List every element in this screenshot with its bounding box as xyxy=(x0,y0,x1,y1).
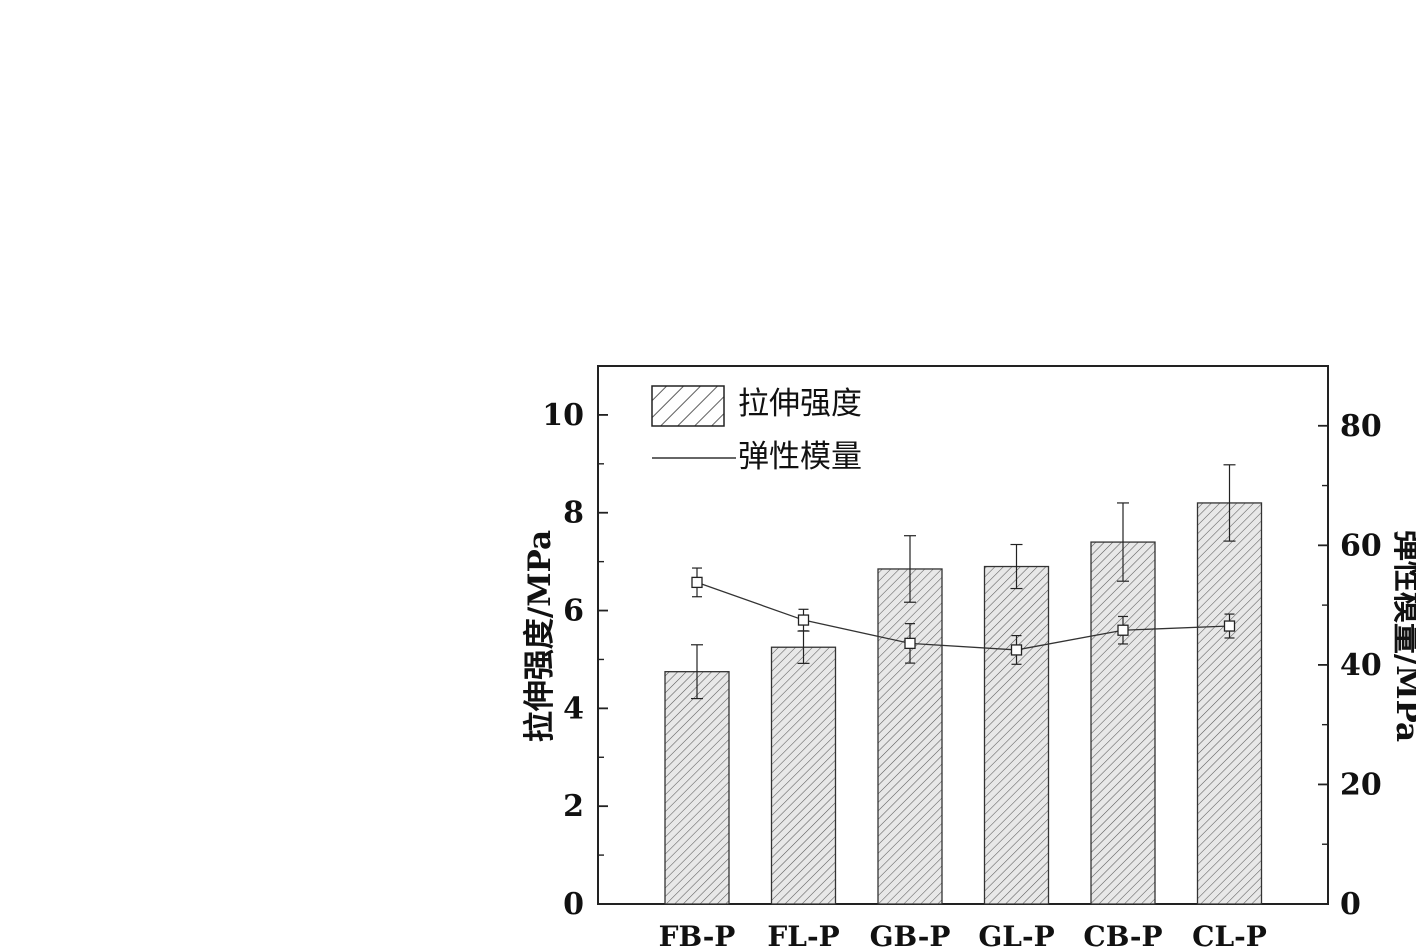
data-point-marker xyxy=(1010,644,1023,656)
legend-label-elastic-modulus: 弹性模量 xyxy=(738,439,862,475)
y2-axis-title: 弹性模量/MPa xyxy=(1389,530,1416,742)
y2-tick-label: 40 xyxy=(1340,648,1382,683)
y-tick-label: 6 xyxy=(563,594,584,629)
x-tick-label: CB-P xyxy=(1083,920,1162,947)
data-point-marker xyxy=(797,614,810,626)
data-point-marker xyxy=(1223,620,1236,632)
legend-swatch-tensile-strength xyxy=(651,385,725,427)
data-point-marker xyxy=(691,576,703,589)
bar xyxy=(983,565,1050,905)
left-axis: 0 2 4 6 8 10 xyxy=(542,398,608,922)
x-tick-label: FL-P xyxy=(767,920,839,947)
y-tick-label: 4 xyxy=(563,691,584,726)
bar-series xyxy=(664,464,1263,905)
legend-label-tensile-strength: 拉伸强度 xyxy=(738,386,862,422)
y2-tick-label: 80 xyxy=(1340,409,1382,444)
y-tick-label: 10 xyxy=(542,398,584,433)
y2-tick-label: 60 xyxy=(1340,528,1382,563)
right-axis: 0 20 40 60 80 xyxy=(1318,409,1382,922)
bar xyxy=(770,646,837,905)
bar xyxy=(1196,502,1263,905)
data-point-marker xyxy=(1117,624,1129,636)
category-axis: FB-P FL-P GB-P GL-P CB-P CL-P xyxy=(659,920,1267,947)
y2-tick-label: 20 xyxy=(1340,767,1382,802)
data-point-marker xyxy=(904,637,916,650)
x-tick-label: CL-P xyxy=(1192,920,1267,947)
plot-frame xyxy=(597,365,1329,905)
y-axis-title: 拉伸强度/MPa xyxy=(522,530,558,742)
y-tick-label: 2 xyxy=(563,789,584,824)
y-tick-label: 8 xyxy=(563,496,584,531)
y-tick-label: 0 xyxy=(563,887,584,922)
series-line xyxy=(696,581,1230,651)
bar xyxy=(664,671,730,905)
legend: 拉伸强度 弹性模量 xyxy=(651,385,862,475)
x-tick-label: GL-P xyxy=(978,920,1054,947)
line-series xyxy=(691,567,1236,665)
x-tick-label: FB-P xyxy=(659,920,736,947)
bar xyxy=(877,568,943,905)
x-tick-label: GB-P xyxy=(870,920,951,947)
bar xyxy=(1090,541,1156,905)
y2-tick-label: 0 xyxy=(1340,887,1361,922)
